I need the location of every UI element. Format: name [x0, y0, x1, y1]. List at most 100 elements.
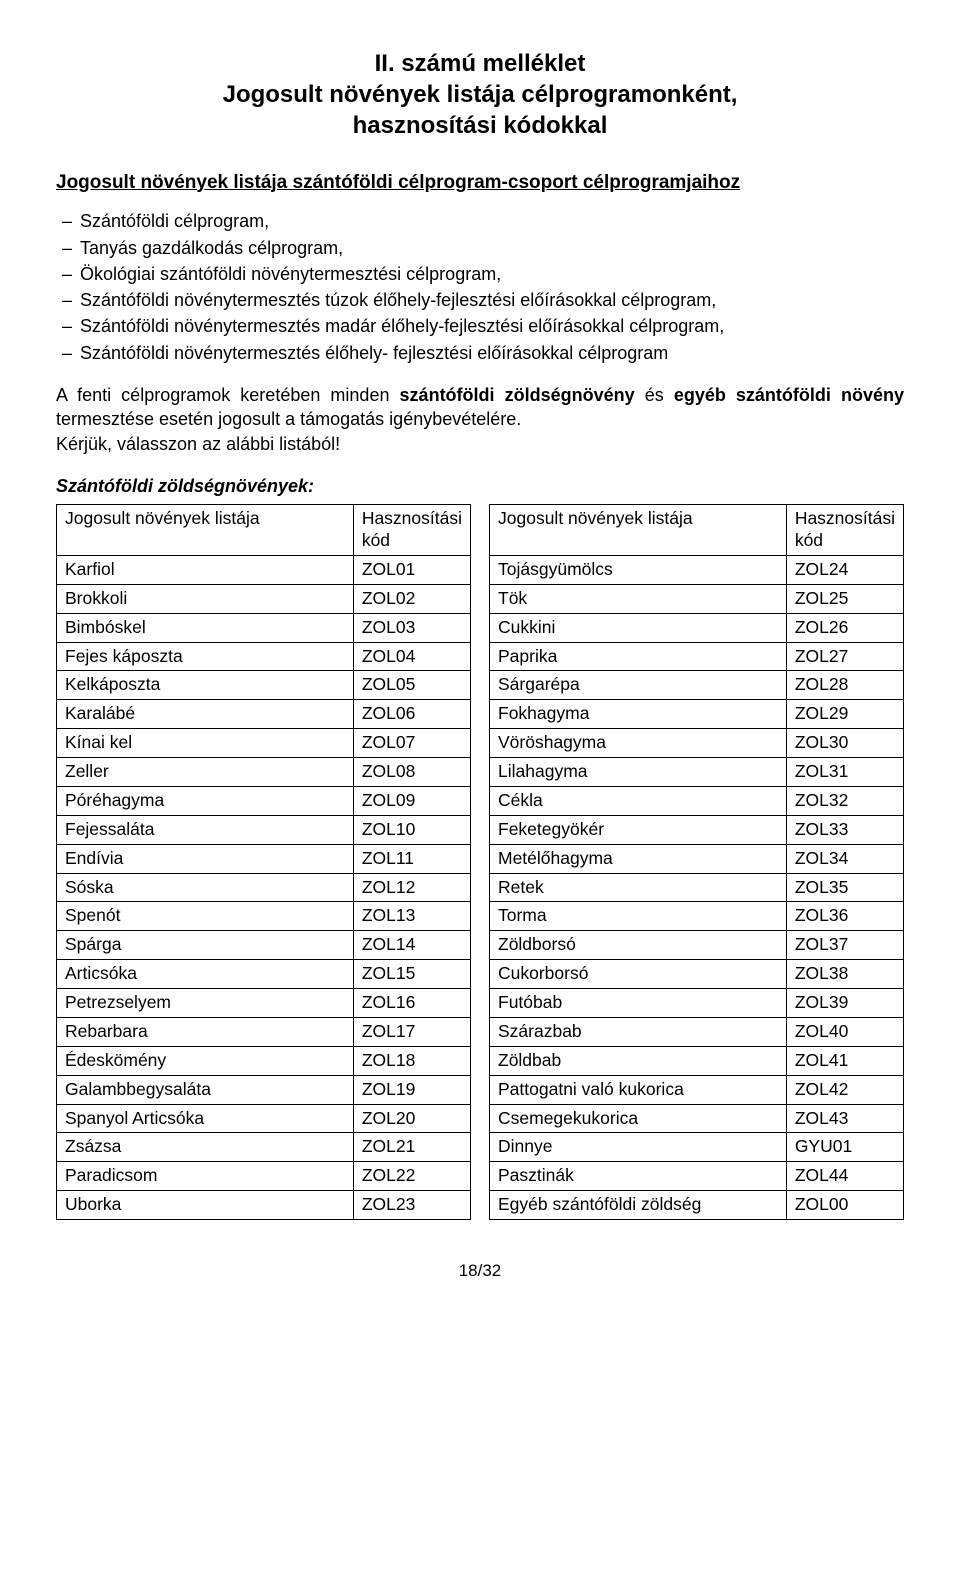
cell-code: ZOL11 — [353, 844, 470, 873]
table-row: SpenótZOL13 — [57, 902, 471, 931]
cell-code: ZOL35 — [786, 873, 903, 902]
cell-code: ZOL39 — [786, 989, 903, 1018]
cell-code: ZOL26 — [786, 613, 903, 642]
cell-code: ZOL04 — [353, 642, 470, 671]
cell-name: Paprika — [490, 642, 787, 671]
cell-code: ZOL32 — [786, 786, 903, 815]
table-row: ArticsókaZOL15 — [57, 960, 471, 989]
cell-name: Futóbab — [490, 989, 787, 1018]
cell-name: Tök — [490, 584, 787, 613]
title-line-2: Jogosult növények listája célprogramonké… — [223, 81, 738, 108]
table-row: RebarbaraZOL17 — [57, 1017, 471, 1046]
cell-code: ZOL33 — [786, 815, 903, 844]
cell-name: Édeskömény — [57, 1046, 354, 1075]
table-row: BrokkoliZOL02 — [57, 584, 471, 613]
table-row: SpárgaZOL14 — [57, 931, 471, 960]
table-header-row: Jogosult növények listája Hasznosítási k… — [490, 505, 904, 556]
para-text: A fenti célprogramok keretében minden — [56, 385, 400, 405]
cell-code: ZOL21 — [353, 1133, 470, 1162]
cell-code: ZOL07 — [353, 729, 470, 758]
cell-name: Retek — [490, 873, 787, 902]
para-text: és — [635, 385, 674, 405]
table-row: ZöldbabZOL41 — [490, 1046, 904, 1075]
cell-name: Pattogatni való kukorica — [490, 1075, 787, 1104]
title-line-1: II. számú melléklet — [375, 50, 586, 77]
cell-name: Kelkáposzta — [57, 671, 354, 700]
cell-code: ZOL03 — [353, 613, 470, 642]
cell-name: Dinnye — [490, 1133, 787, 1162]
table-row: VöröshagymaZOL30 — [490, 729, 904, 758]
table-row: CsemegekukoricaZOL43 — [490, 1104, 904, 1133]
cell-name: Fejes káposzta — [57, 642, 354, 671]
cell-code: ZOL19 — [353, 1075, 470, 1104]
table-row: KarfiolZOL01 — [57, 555, 471, 584]
table-row: ÉdesköményZOL18 — [57, 1046, 471, 1075]
table-row: CéklaZOL32 — [490, 786, 904, 815]
cell-name: Feketegyökér — [490, 815, 787, 844]
table-row: CukorborsóZOL38 — [490, 960, 904, 989]
body-paragraph: A fenti célprogramok keretében minden sz… — [56, 383, 904, 456]
table-row: PaprikaZOL27 — [490, 642, 904, 671]
cell-code: ZOL08 — [353, 758, 470, 787]
cell-code: ZOL34 — [786, 844, 903, 873]
cell-code: ZOL06 — [353, 700, 470, 729]
tables-container: Jogosult növények listája Hasznosítási k… — [56, 504, 904, 1220]
table-row: KelkáposztaZOL05 — [57, 671, 471, 700]
cell-code: ZOL10 — [353, 815, 470, 844]
cell-name: Egyéb szántóföldi zöldség — [490, 1191, 787, 1220]
table-row: Fejes káposztaZOL04 — [57, 642, 471, 671]
table-row: MetélőhagymaZOL34 — [490, 844, 904, 873]
cell-name: Rebarbara — [57, 1017, 354, 1046]
program-item: Ökológiai szántóföldi növénytermesztési … — [56, 262, 904, 286]
col-header-name: Jogosult növények listája — [490, 505, 787, 556]
cell-code: GYU01 — [786, 1133, 903, 1162]
table-row: BimbóskelZOL03 — [57, 613, 471, 642]
cell-name: Sóska — [57, 873, 354, 902]
table-row: CukkiniZOL26 — [490, 613, 904, 642]
vegetable-table-right: Jogosult növények listája Hasznosítási k… — [489, 504, 904, 1220]
cell-code: ZOL43 — [786, 1104, 903, 1133]
table-row: PetrezselyemZOL16 — [57, 989, 471, 1018]
cell-code: ZOL24 — [786, 555, 903, 584]
table-row: TökZOL25 — [490, 584, 904, 613]
table-row: FejessalátaZOL10 — [57, 815, 471, 844]
cell-code: ZOL40 — [786, 1017, 903, 1046]
cell-code: ZOL18 — [353, 1046, 470, 1075]
cell-name: Cukkini — [490, 613, 787, 642]
col-header-name: Jogosult növények listája — [57, 505, 354, 556]
cell-name: Endívia — [57, 844, 354, 873]
col-header-code: Hasznosítási kód — [786, 505, 903, 556]
cell-name: Fejessaláta — [57, 815, 354, 844]
cell-code: ZOL37 — [786, 931, 903, 960]
cell-code: ZOL42 — [786, 1075, 903, 1104]
cell-name: Uborka — [57, 1191, 354, 1220]
col-header-code: Hasznosítási kód — [353, 505, 470, 556]
cell-name: Metélőhagyma — [490, 844, 787, 873]
cell-name: Brokkoli — [57, 584, 354, 613]
cell-name: Petrezselyem — [57, 989, 354, 1018]
table-row: PasztinákZOL44 — [490, 1162, 904, 1191]
cell-code: ZOL00 — [786, 1191, 903, 1220]
cell-name: Karalábé — [57, 700, 354, 729]
cell-code: ZOL23 — [353, 1191, 470, 1220]
program-item: Szántóföldi növénytermesztés madár élőhe… — [56, 314, 904, 338]
table-row: Pattogatni való kukoricaZOL42 — [490, 1075, 904, 1104]
cell-name: Pasztinák — [490, 1162, 787, 1191]
cell-name: Bimbóskel — [57, 613, 354, 642]
cell-code: ZOL02 — [353, 584, 470, 613]
document-title: II. számú melléklet Jogosult növények li… — [56, 48, 904, 142]
cell-code: ZOL22 — [353, 1162, 470, 1191]
program-item: Tanyás gazdálkodás célprogram, — [56, 236, 904, 260]
para-bold: egyéb szántóföldi növény — [674, 385, 904, 405]
cell-name: Kínai kel — [57, 729, 354, 758]
program-list: Szántóföldi célprogram, Tanyás gazdálkod… — [56, 209, 904, 365]
cell-name: Spárga — [57, 931, 354, 960]
cell-code: ZOL17 — [353, 1017, 470, 1046]
table-row: DinnyeGYU01 — [490, 1133, 904, 1162]
cell-name: Spanyol Articsóka — [57, 1104, 354, 1133]
table-row: ZöldborsóZOL37 — [490, 931, 904, 960]
cell-name: Sárgarépa — [490, 671, 787, 700]
table-row: Spanyol ArticsókaZOL20 — [57, 1104, 471, 1133]
cell-code: ZOL38 — [786, 960, 903, 989]
table-row: SzárazbabZOL40 — [490, 1017, 904, 1046]
